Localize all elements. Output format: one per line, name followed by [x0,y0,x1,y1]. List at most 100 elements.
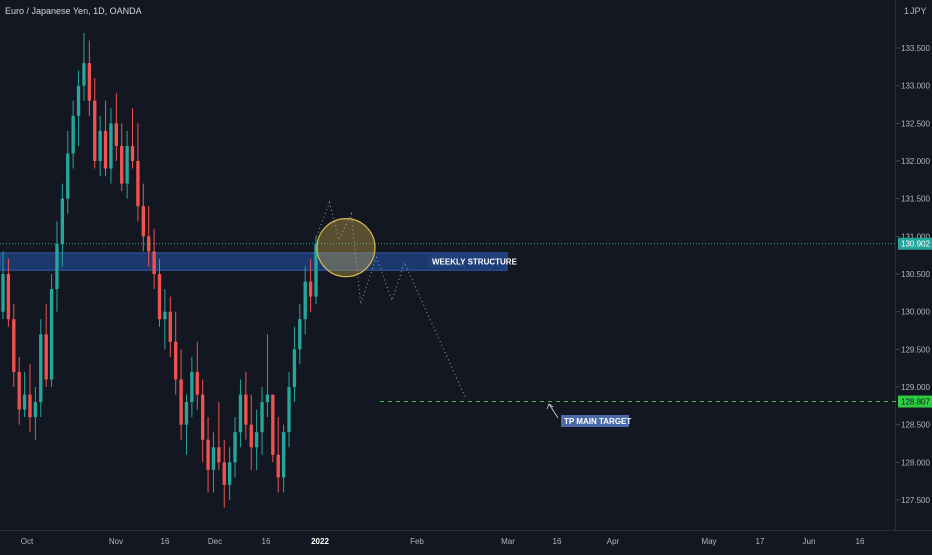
price-axis[interactable]: 127.500 128.000 128.500 129.000 129.500 130.0… [896,44,930,505]
currency-prefix: 1 [904,6,909,16]
candle-body [98,130,102,161]
candle-body [120,145,124,184]
candle-body [179,379,183,425]
time-tick-label: 16 [262,537,271,546]
time-tick-label: May [701,537,716,546]
weekly-structure-zone [0,252,508,271]
time-tick-label: Dec [208,537,222,546]
candle-body [93,100,97,161]
candle-body [87,63,92,101]
time-tick-label: 2022 [311,537,329,546]
candle-body [292,349,297,387]
candle-body [184,402,189,425]
time-tick-label: Feb [410,537,424,546]
candle-body [147,236,151,252]
time-axis[interactable]: Oct Nov 16 Dec 16 2022 Feb Mar 16 Apr May 17 Jun 16 [21,537,865,546]
candle-body [276,454,280,478]
arrow-head [546,403,554,410]
candle-body [244,394,248,425]
candle-body [109,123,113,169]
candle-body [152,251,156,274]
candle-body [308,281,313,297]
highlight-circle [316,218,376,278]
candle-body [163,311,167,320]
candle-body [287,387,291,433]
time-tick-label: Jun [803,537,816,546]
symbol-title: Euro / Japanese Yen, 1D, OANDA [5,6,142,16]
candle-body [71,115,75,154]
candle-body [271,394,275,455]
candle-body [125,145,129,184]
candle-body [39,334,43,403]
candle-body [12,319,16,372]
current-price-badge-bg [898,237,932,250]
candle-body [76,85,81,116]
time-tick-label: 16 [553,537,562,546]
price-tick-label: 132.500 [901,119,930,128]
candle-body [6,274,11,320]
candle-body [190,371,194,403]
candle-body [260,402,264,433]
time-tick-label: 16 [161,537,170,546]
candle-body [114,123,119,146]
projected-path [316,200,467,399]
currency-label[interactable]: JPY [910,6,927,16]
time-tick-label: 16 [856,537,865,546]
target-label-background [561,415,629,427]
candle-body [265,394,270,403]
candle-body [22,394,27,410]
candle-body [66,153,70,199]
price-tick-label: 129.000 [901,383,930,392]
candle-body [82,63,86,86]
candle-body [44,334,48,380]
current-price-badge: 130.902 [898,237,932,250]
candle-body [195,371,199,395]
candle-body [211,447,216,470]
candle-body [222,462,226,485]
price-tick-label: 130.000 [901,308,930,317]
price-tick-label: 133.000 [901,82,930,91]
price-tick-label: 128.500 [901,421,930,430]
candle-body [206,439,210,470]
target-price-value: 128.807 [901,398,930,407]
time-tick-label: Oct [21,537,34,546]
candle-body [298,319,302,350]
candle-body [136,161,140,207]
price-tick-label: 127.500 [901,496,930,505]
target-arrow [546,403,559,419]
candle-body [200,394,205,440]
time-tick-label: Mar [501,537,515,546]
candle-body [249,424,253,448]
target-price-badge: 128.807 [898,395,932,408]
target-label: TP MAIN TARGET [564,417,631,426]
price-tick-label: 132.000 [901,157,930,166]
candle-body [28,394,32,418]
zone-label-background [428,254,506,269]
candle-body [303,281,307,320]
time-tick-label: Apr [607,537,620,546]
price-tick-label: 130.500 [901,270,930,279]
candle-body [130,145,135,161]
price-tick-label: 129.500 [901,345,930,354]
candles-layer [1,32,318,508]
candle-body [174,341,178,380]
candle-body [141,206,145,237]
target-price-badge-bg [898,395,932,408]
candle-body [217,447,221,463]
candle-body [281,432,286,478]
time-tick-label: 17 [756,537,765,546]
candle-body [103,130,108,169]
candle-body [314,243,318,297]
zone-label-group: WEEKLY STRUCTURE [428,254,518,269]
candle-body [55,243,59,290]
candle-body [60,198,65,244]
candle-body [238,394,243,433]
candle-body [168,311,172,342]
arrow-shaft [548,403,559,419]
candle-body [233,432,237,463]
candle-body [227,462,232,485]
candle-body [49,289,54,380]
